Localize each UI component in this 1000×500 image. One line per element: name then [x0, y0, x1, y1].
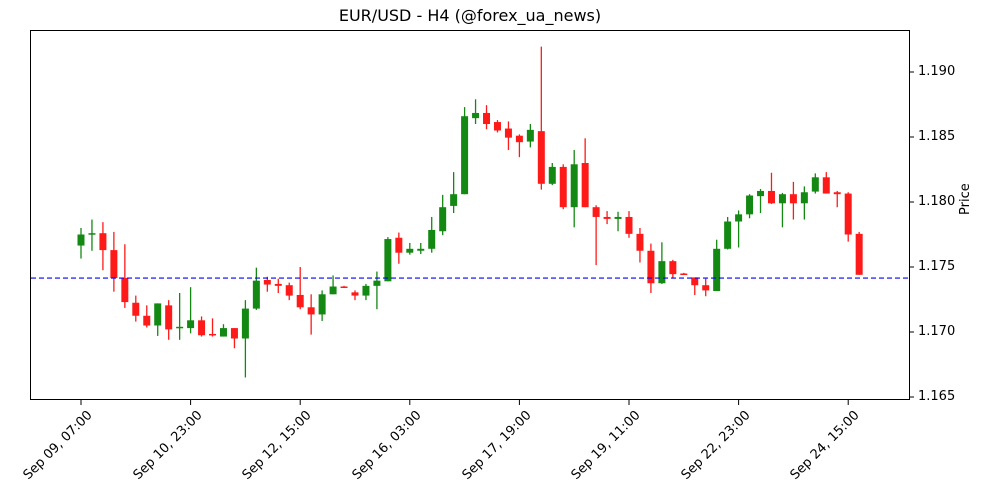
candle-body-down — [789, 194, 797, 204]
candle-body-down — [99, 233, 107, 251]
candle-body-down — [395, 237, 403, 253]
candle-body-down — [198, 320, 206, 336]
candle-body-down — [230, 328, 238, 339]
candle-body-down — [592, 207, 600, 217]
candle-body-up — [757, 190, 765, 197]
candle-body-down — [822, 177, 830, 194]
candle-body-down — [833, 192, 841, 195]
y-tick-label: 1.165 — [918, 389, 956, 404]
candle-body-down — [625, 216, 633, 234]
candle-body-down — [559, 166, 567, 208]
candle-body-up — [406, 248, 414, 253]
candle-body-up — [219, 328, 227, 337]
plot-frame — [30, 30, 910, 400]
candle-body-up — [154, 303, 162, 326]
candle-body-up — [472, 112, 480, 119]
candle-body-down — [504, 128, 512, 138]
candle-body-up — [88, 233, 96, 235]
candle-body-down — [263, 280, 271, 285]
candle-body-down — [121, 278, 129, 303]
candle-body-up — [724, 221, 732, 249]
candle-body-down — [209, 333, 217, 336]
candles-group — [77, 46, 863, 378]
candle-body-down — [340, 286, 348, 288]
candle-body-up — [713, 248, 721, 292]
candle-body-down — [537, 131, 545, 184]
candle-body-up — [252, 280, 260, 309]
candle-body-down — [669, 261, 677, 275]
candle-body-down — [702, 285, 710, 291]
candle-body-up — [778, 194, 786, 204]
candle-body-up — [614, 216, 622, 219]
candle-body-up — [77, 234, 85, 246]
candle-body-up — [658, 261, 666, 284]
candle-body-down — [767, 190, 775, 204]
candle-body-down — [285, 285, 293, 296]
y-tick-label: 1.180 — [918, 194, 956, 209]
chart-title: EUR/USD - H4 (@forex_ua_news) — [338, 6, 602, 25]
candle-body-up — [746, 195, 754, 215]
candle-body-up — [384, 239, 392, 282]
candle-body-down — [636, 233, 644, 251]
candle-body-down — [351, 292, 359, 296]
candle-body-up — [373, 280, 381, 286]
candle-body-up — [570, 164, 578, 208]
candle-body-down — [143, 315, 151, 326]
candle-body-down — [274, 283, 282, 286]
candle-body-up — [329, 286, 337, 295]
candle-body-down — [603, 216, 611, 219]
candle-body-down — [855, 233, 863, 275]
candle-body-down — [515, 135, 523, 143]
candle-body-down — [132, 302, 140, 316]
candle-body-up — [800, 192, 808, 204]
candle-body-down — [165, 305, 173, 330]
candle-body-up — [241, 308, 249, 339]
candle-body-down — [844, 193, 852, 235]
candle-body-up — [450, 194, 458, 206]
y-axis-ticks — [909, 71, 914, 398]
candle-body-up — [417, 248, 425, 251]
candle-body-down — [691, 277, 699, 286]
candle-body-up — [176, 326, 184, 329]
candle-body-up — [735, 214, 743, 222]
candle-body-down — [680, 273, 688, 275]
x-axis-ticks — [80, 400, 849, 405]
candle-body-down — [110, 250, 118, 279]
y-tick-label: 1.185 — [918, 129, 956, 144]
candle-body-up — [461, 116, 469, 195]
y-axis-title: Price — [958, 183, 973, 215]
candle-body-up — [187, 320, 195, 329]
candle-body-down — [647, 250, 655, 284]
y-tick-label: 1.170 — [918, 324, 956, 339]
candle-body-down — [581, 163, 589, 208]
candle-body-up — [428, 229, 436, 249]
candle-body-down — [307, 307, 315, 315]
candle-body-down — [296, 294, 304, 308]
candle-body-up — [362, 285, 370, 296]
candle-body-up — [526, 129, 534, 142]
y-tick-label: 1.190 — [918, 64, 956, 79]
candle-body-up — [548, 166, 556, 184]
y-tick-label: 1.175 — [918, 259, 956, 274]
candle-body-down — [483, 112, 491, 124]
candle-body-up — [811, 177, 819, 192]
candle-body-up — [439, 207, 447, 232]
candle-body-up — [318, 294, 326, 315]
candle-body-down — [493, 122, 501, 131]
